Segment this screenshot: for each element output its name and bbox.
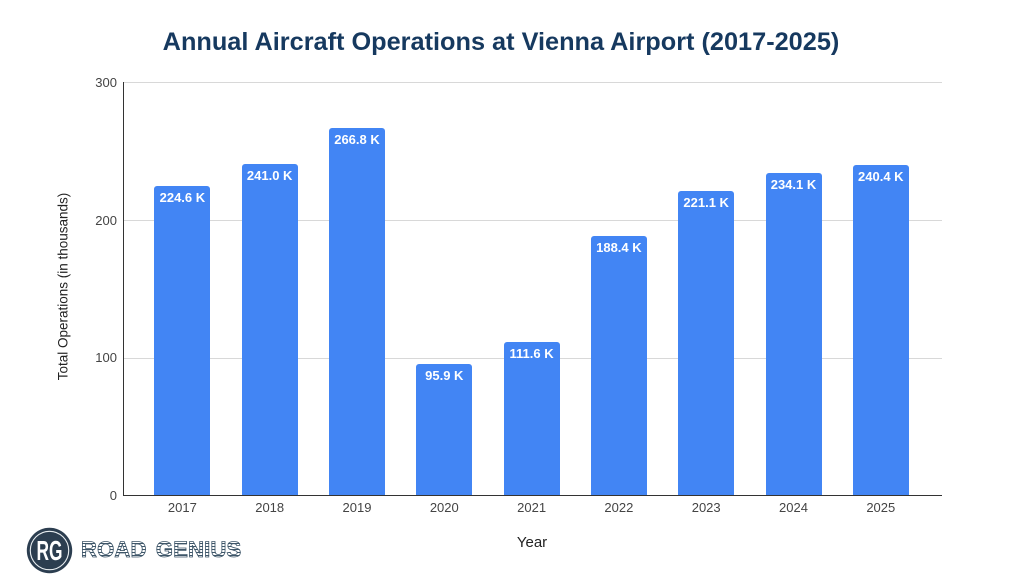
svg-text:Total Operations (in thousands: Total Operations (in thousands) — [56, 193, 71, 381]
svg-text:RG: RG — [36, 535, 62, 566]
